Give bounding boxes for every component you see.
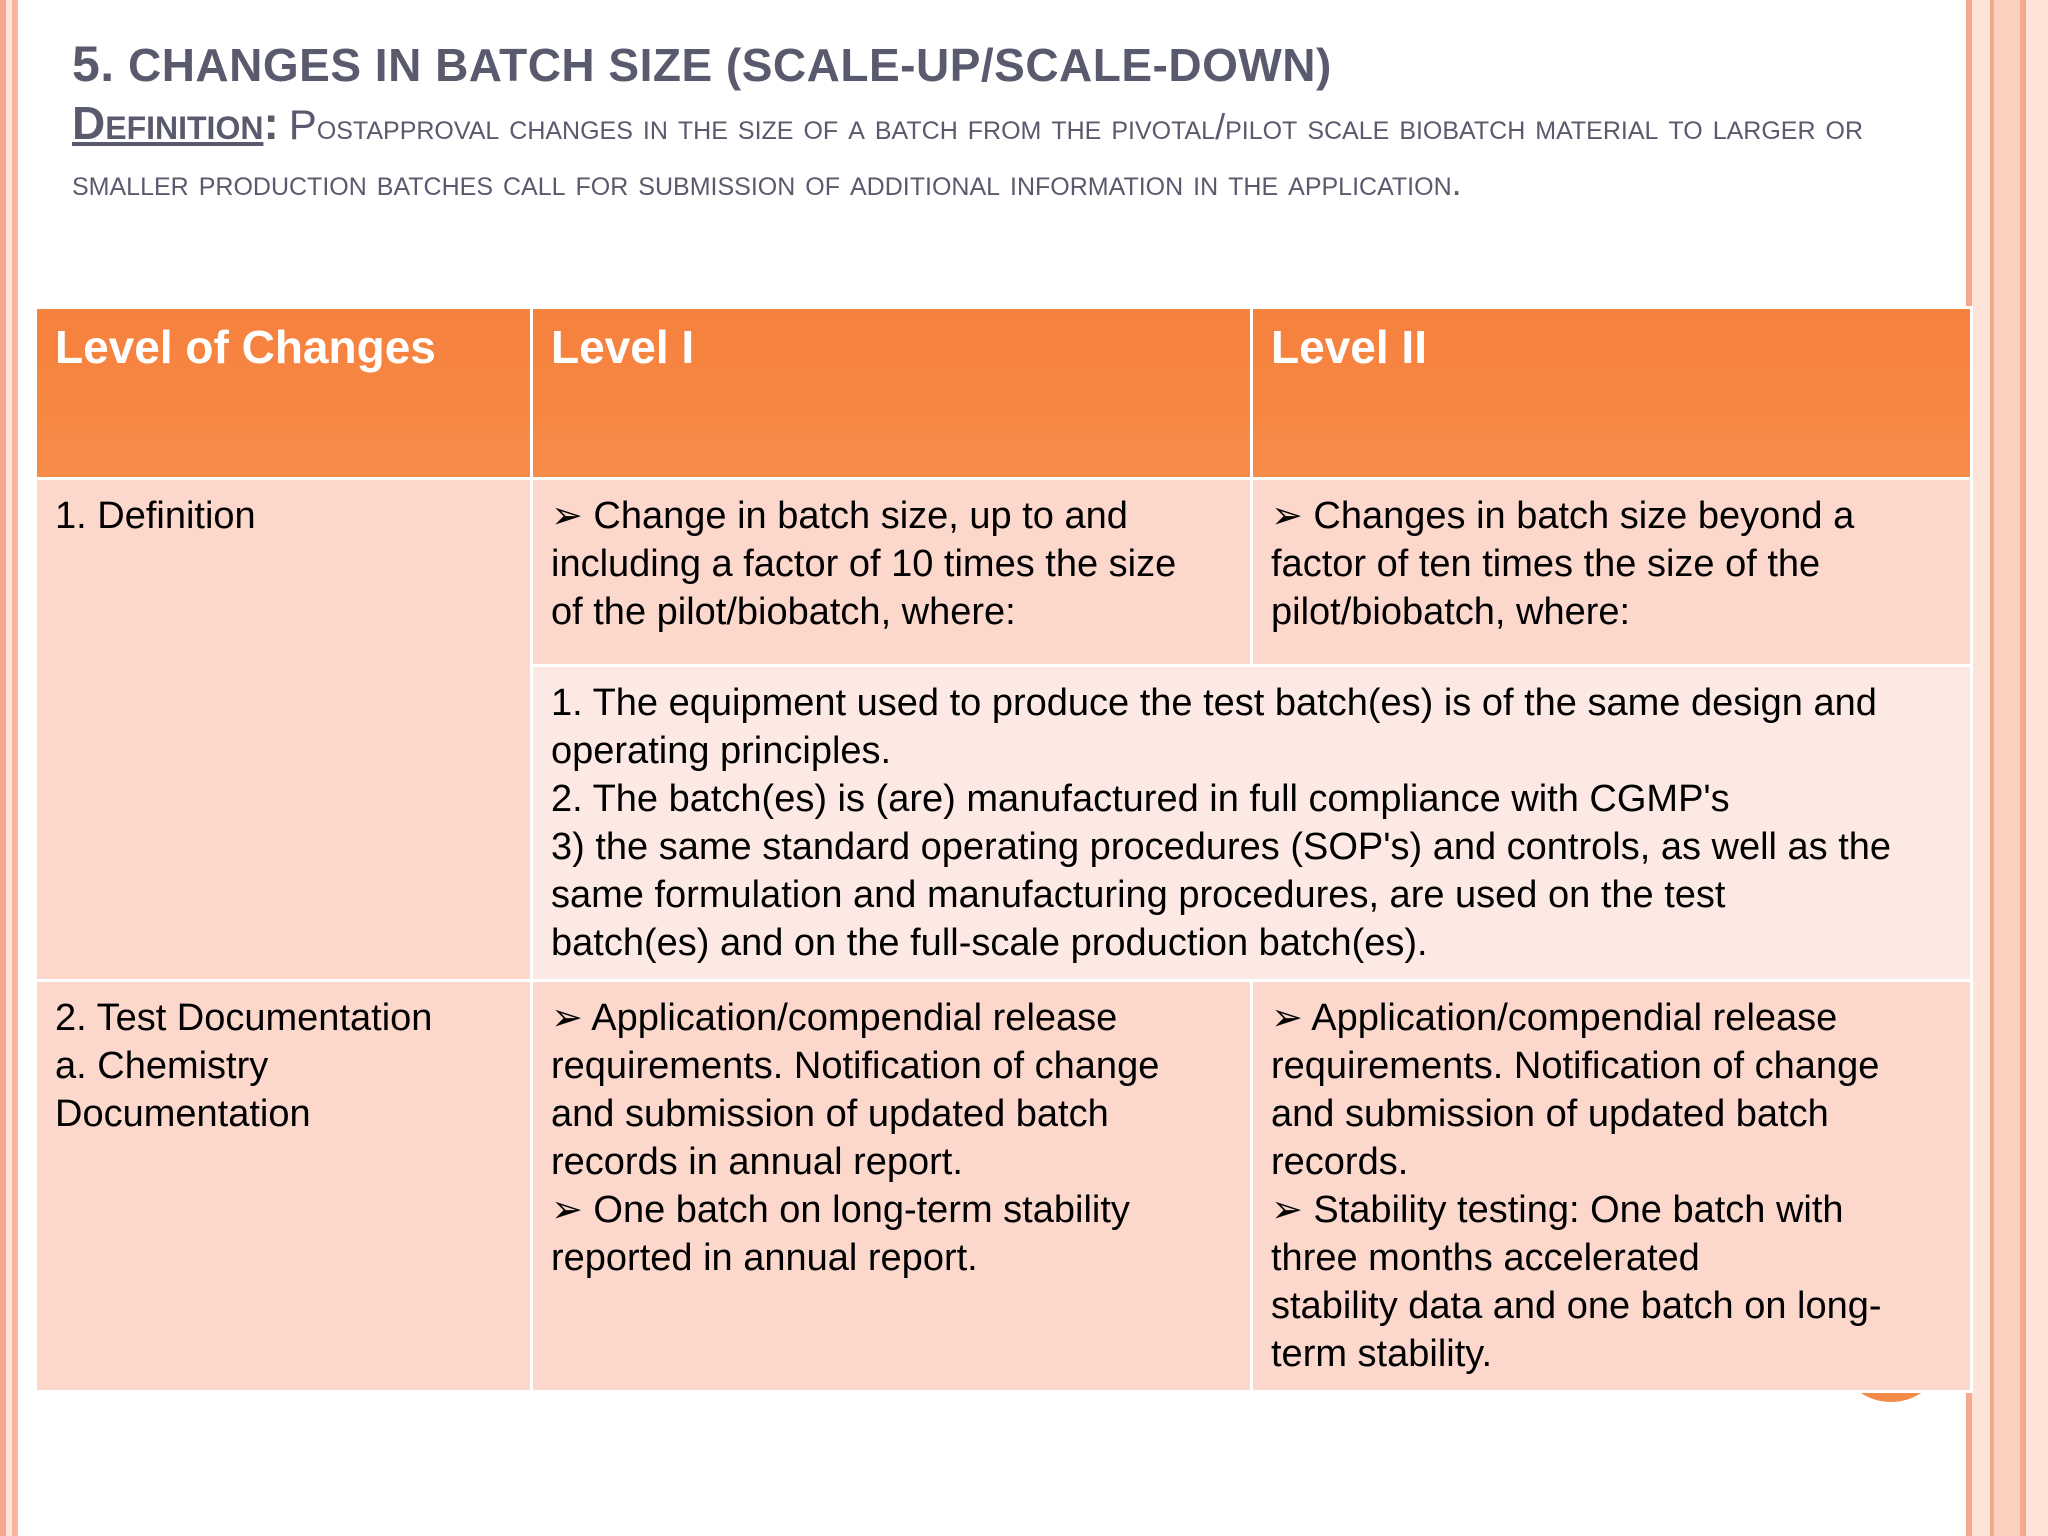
text-line: factor of ten times the size of the: [1271, 543, 1821, 585]
table-row-definition: 1. Definition ➢ Change in batch size, up…: [34, 477, 1973, 982]
slide-title: 5. Changes in batch size (Scale-Up/Scale…: [72, 34, 1952, 95]
right-decorative-border: [1960, 0, 2048, 1536]
text-line: and submission of updated batch: [551, 1093, 1109, 1135]
test-documentation-level-1-cell: ➢ Application/compendial release require…: [530, 979, 1253, 1393]
text-line: a. Chemistry: [55, 1045, 269, 1087]
definition-level-1-cell: ➢ Change in batch size, up to and includ…: [530, 477, 1253, 667]
section-title: Changes in batch size (Scale-Up/Scale-Do…: [127, 39, 1332, 91]
text-line: three months accelerated: [1271, 1237, 1700, 1279]
slide-heading: 5. Changes in batch size (Scale-Up/Scale…: [72, 34, 1952, 211]
text-line: including a factor of 10 times the size: [551, 543, 1177, 585]
section-number: 5.: [72, 36, 115, 92]
header-level-2: Level II: [1250, 306, 1973, 480]
text-line: stability data and one batch on long-: [1271, 1285, 1882, 1327]
definition-level-2-cell: ➢ Changes in batch size beyond a factor …: [1250, 477, 1973, 667]
test-documentation-label-cell: 2. Test Documentation a. Chemistry Docum…: [34, 979, 533, 1393]
text-line: ➢ One batch on long-term stability: [551, 1189, 1130, 1231]
text-line: records in annual report.: [551, 1141, 963, 1183]
text-line: pilot/biobatch, where:: [1271, 591, 1631, 633]
definition-first-letter: P: [288, 101, 317, 148]
text-line: ➢ Change in batch size, up to and: [551, 495, 1128, 537]
text-line: requirements. Notification of change: [1271, 1045, 1880, 1087]
text-line: ➢ Stability testing: One batch with: [1271, 1189, 1844, 1231]
table-row-test-documentation: 2. Test Documentation a. Chemistry Docum…: [34, 979, 1973, 1393]
text-line: term stability.: [1271, 1333, 1493, 1375]
text-line: ➢ Application/compendial release: [551, 997, 1118, 1039]
table-header-row: Level of Changes Level I Level II: [34, 306, 1973, 480]
text-line: same formulation and manufacturing proce…: [551, 874, 1726, 916]
text-line: 2. Test Documentation: [55, 997, 433, 1039]
text-line: reported in annual report.: [551, 1237, 978, 1279]
text-line: of the pilot/biobatch, where:: [551, 591, 1016, 633]
text-line: 2. The batch(es) is (are) manufactured i…: [551, 778, 1730, 820]
test-documentation-level-2-cell: ➢ Application/compendial release require…: [1250, 979, 1973, 1393]
text-line: 3) the same standard operating procedure…: [551, 826, 1892, 868]
header-level-1: Level I: [530, 306, 1253, 480]
text-line: operating principles.: [551, 730, 892, 772]
definition-colon: :: [263, 97, 279, 149]
definition-label-cell: 1. Definition: [34, 477, 533, 982]
text-line: records.: [1271, 1141, 1409, 1183]
definition-paragraph: Definition: Postapproval changes in the …: [72, 95, 1952, 211]
table-row-definition-common: 1. The equipment used to produce the tes…: [36, 664, 1973, 982]
text-line: batch(es) and on the full-scale producti…: [551, 922, 1428, 964]
text-line: Documentation: [55, 1093, 311, 1135]
definition-text: ostapproval changes in the size of a bat…: [72, 106, 1864, 203]
text-line: 1. The equipment used to produce the tes…: [551, 682, 1877, 724]
changes-table: Level of Changes Level I Level II 1. Def…: [34, 306, 1973, 1393]
header-level-of-changes: Level of Changes: [34, 306, 533, 480]
text-line: ➢ Changes in batch size beyond a: [1271, 495, 1855, 537]
text-line: requirements. Notification of change: [551, 1045, 1160, 1087]
definition-label: Definition: [72, 97, 264, 149]
left-decorative-border: [0, 0, 22, 1536]
text-line: and submission of updated batch: [1271, 1093, 1829, 1135]
text-line: ➢ Application/compendial release: [1271, 997, 1838, 1039]
definition-common-cell: 1. The equipment used to produce the tes…: [530, 664, 1973, 982]
